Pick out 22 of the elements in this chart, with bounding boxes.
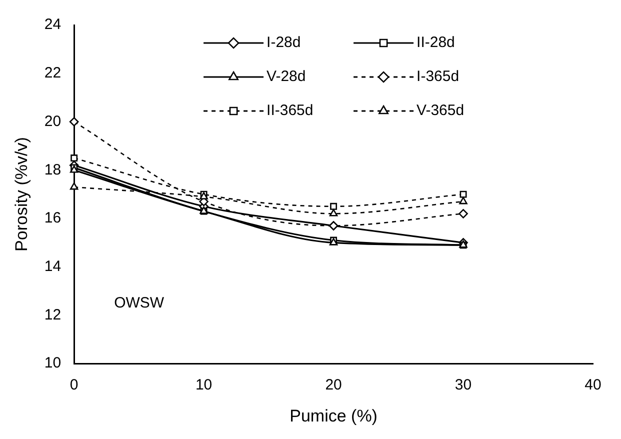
legend-label: I-365d [416, 68, 460, 86]
y-tick-label: 22 [44, 64, 62, 82]
x-tick-label: 40 [584, 376, 602, 394]
annotation: OWSW [114, 294, 165, 312]
legend-label: I-28d [266, 34, 301, 52]
legend-label: V-28d [266, 68, 306, 86]
x-axis-title: Pumice (%) [290, 406, 378, 426]
y-tick-label: 10 [44, 354, 62, 372]
x-tick-label: 10 [195, 376, 212, 394]
legend-label: II-365d [266, 102, 314, 120]
legend-label: V-365d [416, 102, 464, 120]
y-tick-label: 16 [44, 210, 62, 227]
y-tick-label: 18 [44, 161, 62, 178]
y-tick-label: 20 [44, 112, 62, 130]
y-axis-title: Porosity (%v/v) [12, 137, 31, 252]
y-tick-label: 12 [44, 306, 62, 324]
legend-label: II-28d [416, 34, 455, 52]
x-tick-label: 0 [70, 376, 78, 394]
y-tick-label: 14 [44, 258, 62, 275]
y-tick-label: 24 [44, 16, 62, 34]
x-tick-label: 20 [325, 376, 342, 394]
x-tick-label: 30 [454, 376, 472, 394]
